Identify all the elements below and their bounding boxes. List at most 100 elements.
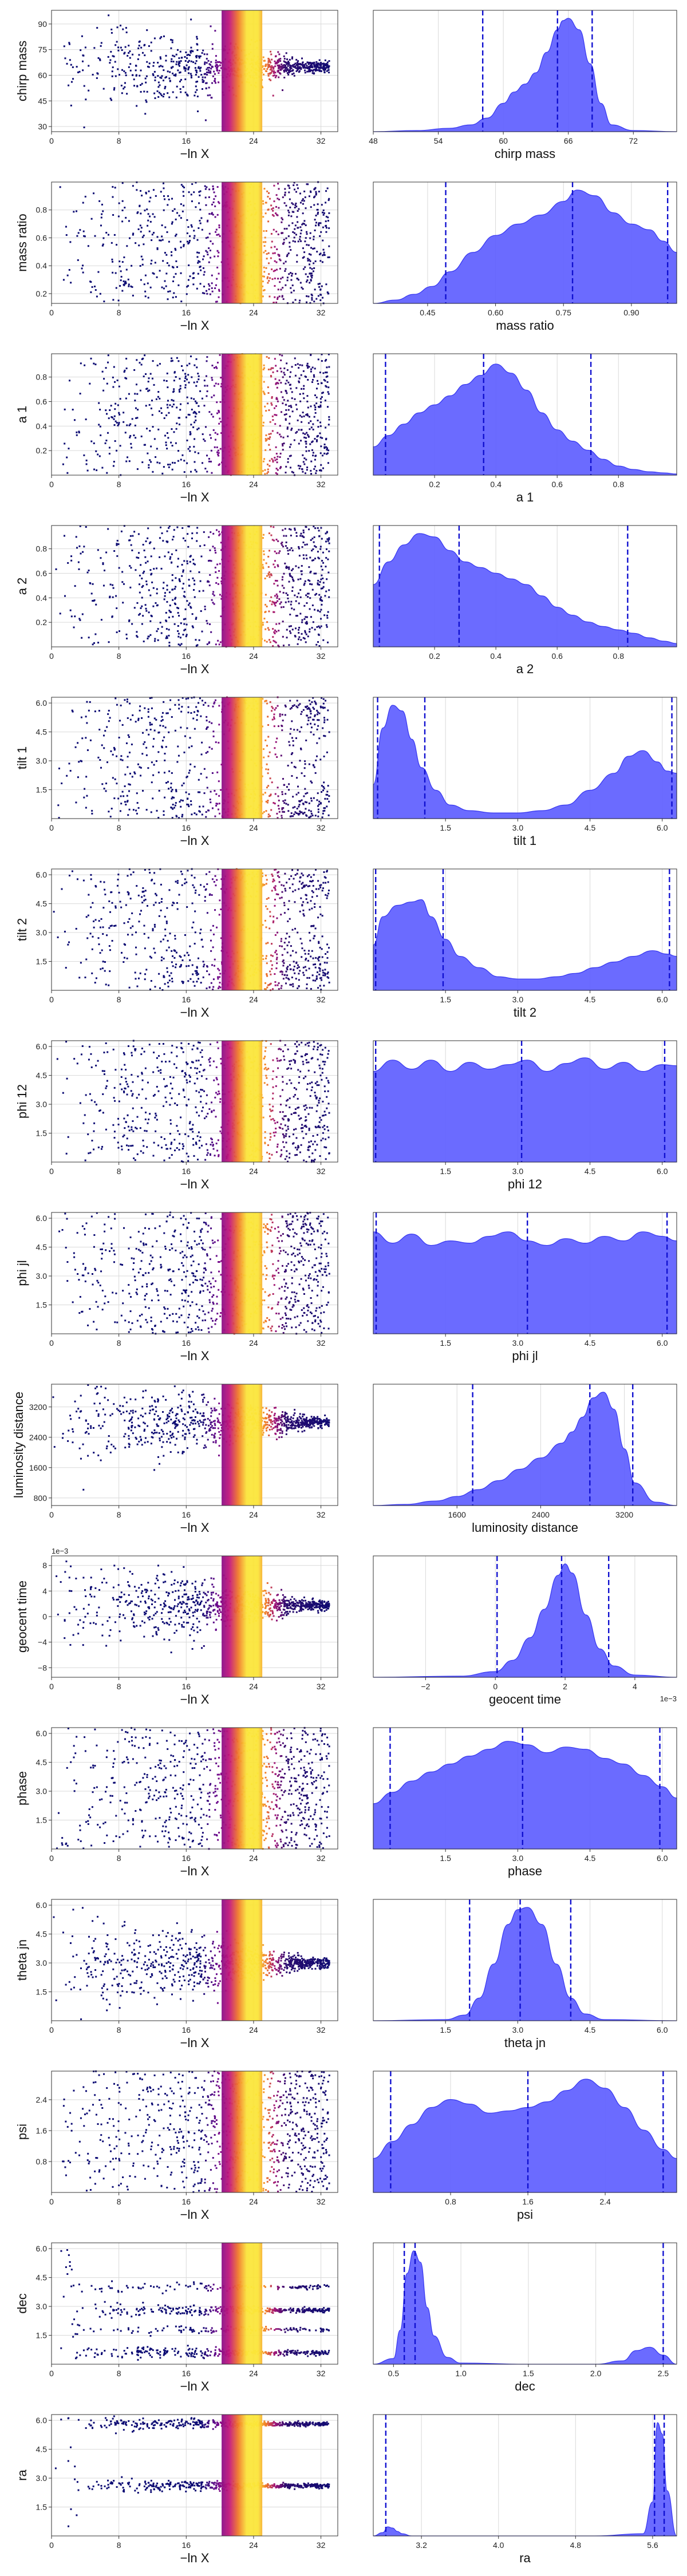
trace-point (101, 42, 102, 44)
trace-point (204, 185, 206, 187)
trace-point (274, 414, 275, 416)
trace-point (128, 783, 129, 785)
trace-point (198, 452, 199, 454)
trace-point (271, 397, 273, 399)
trace-point (313, 621, 314, 623)
trace-point (196, 645, 198, 647)
trace-point (327, 951, 329, 953)
trace-point (288, 568, 290, 570)
trace-point (294, 529, 296, 531)
trace-point (117, 425, 119, 426)
trace-point (288, 192, 290, 193)
trace-point (203, 286, 205, 287)
trace-point (208, 247, 210, 249)
trace-point (216, 412, 218, 414)
trace-point (209, 550, 211, 551)
trace-point (287, 279, 289, 281)
trace-point (210, 68, 212, 69)
trace-point (191, 224, 192, 226)
trace-point (278, 207, 279, 209)
trace-point (106, 761, 108, 763)
trace-point (207, 236, 209, 238)
trace-point (277, 705, 279, 707)
trace-point (154, 71, 156, 73)
trace-point (265, 410, 267, 412)
trace-point (127, 795, 128, 797)
trace-point (280, 368, 282, 369)
trace-point (300, 533, 302, 535)
trace-point (284, 228, 286, 230)
trace-point (324, 72, 326, 73)
trace-point (287, 598, 289, 599)
trace-point (296, 793, 298, 795)
trace-point (196, 256, 198, 258)
trace-point (270, 69, 271, 70)
trace-point (320, 452, 322, 454)
trace-point (186, 624, 188, 626)
trace-point (298, 966, 300, 968)
trace-point (191, 61, 192, 62)
trace-point (136, 556, 137, 558)
trace-point (196, 288, 198, 290)
trace-point (180, 459, 182, 460)
trace-point (137, 211, 139, 213)
trace-point (299, 535, 301, 536)
trace-point (217, 214, 219, 216)
trace-point (105, 442, 106, 444)
posterior-panel: 0.45 0.60 0.75 0.90mass ratio (373, 182, 677, 333)
trace-point (288, 215, 290, 216)
trace-point (188, 191, 190, 193)
trace-point (160, 622, 161, 623)
trace-point (267, 785, 269, 787)
trace-point (198, 405, 199, 407)
trace-point (274, 200, 275, 202)
trace-point (327, 462, 329, 464)
trace-point (107, 528, 109, 530)
trace-point (275, 302, 277, 303)
trace-point (267, 468, 269, 470)
trace-point (57, 937, 59, 938)
trace-point (149, 231, 151, 232)
trace-point (208, 289, 210, 290)
trace-point (127, 55, 128, 57)
trace-point (124, 86, 125, 88)
trace-point (322, 392, 324, 393)
trace-point (218, 795, 220, 797)
trace-point (167, 406, 168, 408)
trace-point (288, 63, 290, 65)
trace-point (156, 592, 158, 594)
trace-point (276, 248, 278, 250)
trace-point (274, 65, 276, 67)
trace-point (191, 200, 193, 202)
trace-point (88, 570, 90, 571)
trace-point (320, 596, 322, 598)
trace-point (264, 241, 266, 243)
trace-point (104, 730, 106, 732)
trace-point (319, 758, 321, 760)
trace-point (117, 50, 119, 52)
trace-point (185, 698, 187, 700)
trace-point (160, 191, 162, 192)
trace-point (67, 562, 69, 564)
trace-point (268, 75, 270, 77)
trace-point (215, 382, 217, 384)
trace-point (176, 607, 178, 609)
trace-point (195, 706, 197, 708)
trace-point (299, 415, 301, 417)
trace-point (302, 62, 303, 64)
trace-point (274, 252, 276, 254)
trace-point (294, 232, 295, 234)
trace-point (292, 285, 294, 286)
posterior-xlabel: a 2 (516, 662, 534, 676)
trace-point (303, 775, 305, 777)
trace-point (313, 764, 314, 766)
trace-point (269, 59, 270, 61)
trace-point (136, 359, 137, 361)
trace-point (58, 768, 60, 769)
trace-point (208, 536, 210, 538)
trace-point (199, 639, 200, 641)
trace-point (270, 421, 271, 423)
trace-point (218, 72, 219, 74)
trace-point (313, 204, 315, 206)
trace-point (263, 188, 265, 189)
